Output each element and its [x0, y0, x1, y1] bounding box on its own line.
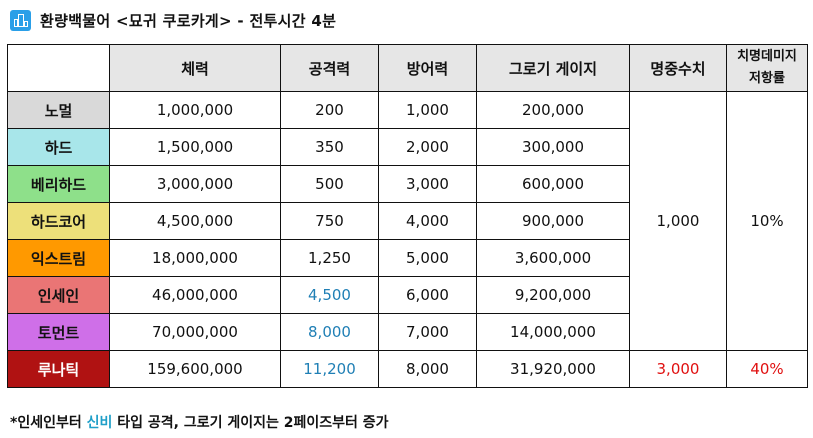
- header-hp: 체력: [109, 44, 281, 92]
- groggy-cell: 3,600,000: [476, 239, 630, 277]
- table-row: 노멀 1,000,000 200 1,000 200,000 1,000 10%: [7, 91, 808, 351]
- footnote-highlight: 신비: [86, 415, 113, 431]
- groggy-cell: 31,920,000: [476, 350, 630, 388]
- table-row: 베리하드 3,000,000 500 3,000 600,000: [7, 165, 808, 203]
- attack-cell: 750: [280, 202, 379, 240]
- hp-cell: 159,600,000: [109, 350, 281, 388]
- hp-cell: 1,500,000: [109, 128, 281, 166]
- defense-cell: 5,000: [378, 239, 477, 277]
- table-row: 인세인 46,000,000 4,500 6,000 9,200,000: [7, 276, 808, 314]
- defense-cell: 7,000: [378, 313, 477, 351]
- groggy-cell: 200,000: [476, 91, 630, 129]
- difficulty-label: 하드코어: [7, 202, 110, 240]
- header-crit-resist-line2: 저항률: [749, 71, 785, 86]
- table-row: 토먼트 70,000,000 8,000 7,000 14,000,000: [7, 313, 808, 351]
- defense-cell: 2,000: [378, 128, 477, 166]
- page-header: 환량백물어 <묘귀 쿠로카게> - 전투시간 4분: [10, 8, 336, 32]
- difficulty-label: 하드: [7, 128, 110, 166]
- difficulty-label: 토먼트: [7, 313, 110, 351]
- crit-resist-cell-shared: 10%: [726, 91, 808, 351]
- groggy-cell: 14,000,000: [476, 313, 630, 351]
- building-icon: [10, 9, 31, 31]
- header-accuracy: 명중수치: [629, 44, 727, 92]
- boss-stats-table: 체력 공격력 방어력 그로기 게이지 명중수치 치명데미지 저항률 노멀 1,0…: [7, 44, 808, 388]
- groggy-cell: 600,000: [476, 165, 630, 203]
- groggy-cell: 900,000: [476, 202, 630, 240]
- defense-cell: 3,000: [378, 165, 477, 203]
- attack-cell-mystic: 4,500: [280, 276, 379, 314]
- difficulty-label: 루나틱: [7, 350, 110, 388]
- difficulty-label: 익스트림: [7, 239, 110, 277]
- defense-cell: 8,000: [378, 350, 477, 388]
- hp-cell: 70,000,000: [109, 313, 281, 351]
- attack-cell: 500: [280, 165, 379, 203]
- footnote-suffix: 타입 공격, 그로기 게이지는 2페이즈부터 증가: [112, 415, 389, 431]
- header-defense: 방어력: [378, 44, 477, 92]
- attack-cell-mystic: 8,000: [280, 313, 379, 351]
- attack-cell: 1,250: [280, 239, 379, 277]
- hp-cell: 1,000,000: [109, 91, 281, 129]
- header-attack: 공격력: [280, 44, 379, 92]
- table-row: 하드 1,500,000 350 2,000 300,000: [7, 128, 808, 166]
- page-title: 환량백물어 <묘귀 쿠로카게> - 전투시간 4분: [40, 11, 337, 30]
- defense-cell: 6,000: [378, 276, 477, 314]
- difficulty-label: 인세인: [7, 276, 110, 314]
- defense-cell: 4,000: [378, 202, 477, 240]
- table-header-row: 체력 공격력 방어력 그로기 게이지 명중수치 치명데미지 저항률: [7, 44, 808, 92]
- accuracy-cell-shared: 1,000: [629, 91, 727, 351]
- header-groggy: 그로기 게이지: [476, 44, 630, 92]
- footnote: *인세인부터 신비 타입 공격, 그로기 게이지는 2페이즈부터 증가: [10, 412, 389, 432]
- accuracy-cell-lunatic: 3,000: [629, 350, 727, 388]
- hp-cell: 4,500,000: [109, 202, 281, 240]
- table-row: 하드코어 4,500,000 750 4,000 900,000: [7, 202, 808, 240]
- groggy-cell: 9,200,000: [476, 276, 630, 314]
- difficulty-label: 베리하드: [7, 165, 110, 203]
- header-crit-resist-line1: 치명데미지: [737, 49, 797, 64]
- table-row: 익스트림 18,000,000 1,250 5,000 3,600,000: [7, 239, 808, 277]
- groggy-cell: 300,000: [476, 128, 630, 166]
- hp-cell: 3,000,000: [109, 165, 281, 203]
- attack-cell-mystic: 11,200: [280, 350, 379, 388]
- header-crit-resist: 치명데미지 저항률: [726, 44, 808, 92]
- attack-cell: 200: [280, 91, 379, 129]
- difficulty-label: 노멀: [7, 91, 110, 129]
- hp-cell: 46,000,000: [109, 276, 281, 314]
- footnote-prefix: *인세인부터: [10, 415, 87, 431]
- table-row: 루나틱 159,600,000 11,200 8,000 31,920,000 …: [7, 350, 808, 388]
- defense-cell: 1,000: [378, 91, 477, 129]
- attack-cell: 350: [280, 128, 379, 166]
- hp-cell: 18,000,000: [109, 239, 281, 277]
- crit-resist-cell-lunatic: 40%: [726, 350, 808, 388]
- header-corner: [7, 44, 110, 92]
